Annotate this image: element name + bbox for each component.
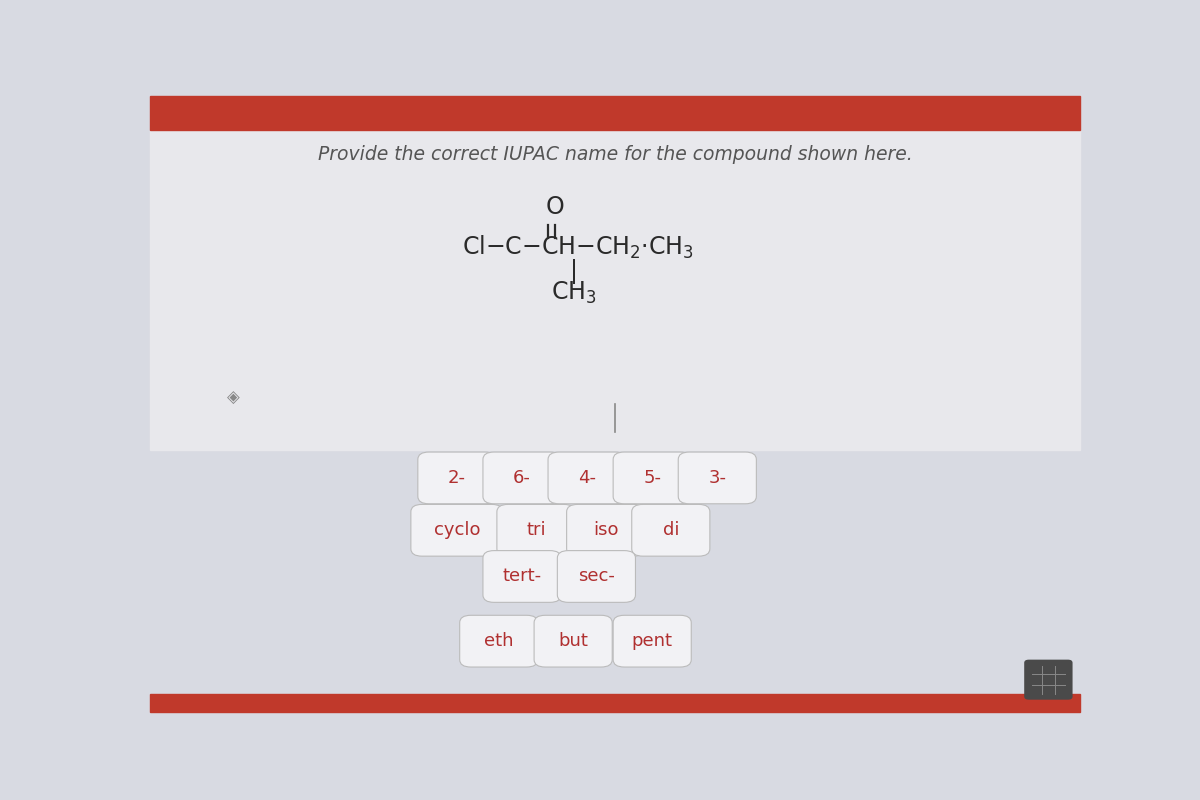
Text: O: O — [545, 195, 564, 219]
Text: iso: iso — [593, 522, 618, 539]
FancyBboxPatch shape — [460, 615, 538, 667]
FancyBboxPatch shape — [613, 452, 691, 504]
Text: tert-: tert- — [503, 567, 541, 586]
Text: 3-: 3- — [708, 469, 726, 487]
Text: 2-: 2- — [448, 469, 466, 487]
FancyBboxPatch shape — [548, 452, 626, 504]
Text: sec-: sec- — [578, 567, 614, 586]
FancyBboxPatch shape — [566, 505, 644, 556]
Text: 6-: 6- — [514, 469, 530, 487]
Bar — [150, 130, 1080, 450]
FancyBboxPatch shape — [678, 452, 756, 504]
FancyBboxPatch shape — [534, 615, 612, 667]
Text: eth: eth — [484, 632, 514, 650]
Text: ◈: ◈ — [227, 389, 240, 407]
Bar — [150, 694, 1080, 712]
FancyBboxPatch shape — [631, 505, 710, 556]
Text: Provide the correct IUPAC name for the compound shown here.: Provide the correct IUPAC name for the c… — [318, 146, 912, 164]
FancyBboxPatch shape — [410, 505, 503, 556]
Text: tri: tri — [526, 522, 546, 539]
FancyBboxPatch shape — [613, 615, 691, 667]
Bar — [150, 96, 1080, 130]
FancyBboxPatch shape — [418, 452, 496, 504]
FancyBboxPatch shape — [482, 550, 562, 602]
Text: di: di — [662, 522, 679, 539]
Text: 4-: 4- — [578, 469, 596, 487]
FancyBboxPatch shape — [557, 550, 636, 602]
Text: Cl$-$C$-$CH$-$CH$_2$$\cdot$CH$_3$: Cl$-$C$-$CH$-$CH$_2$$\cdot$CH$_3$ — [462, 234, 694, 261]
Text: but: but — [558, 632, 588, 650]
Text: pent: pent — [631, 632, 673, 650]
FancyBboxPatch shape — [482, 452, 562, 504]
Text: |: | — [570, 259, 578, 284]
Text: cyclo: cyclo — [433, 522, 480, 539]
Text: CH$_3$: CH$_3$ — [551, 280, 596, 306]
FancyBboxPatch shape — [497, 505, 575, 556]
FancyBboxPatch shape — [1024, 660, 1073, 700]
Text: 5-: 5- — [643, 469, 661, 487]
